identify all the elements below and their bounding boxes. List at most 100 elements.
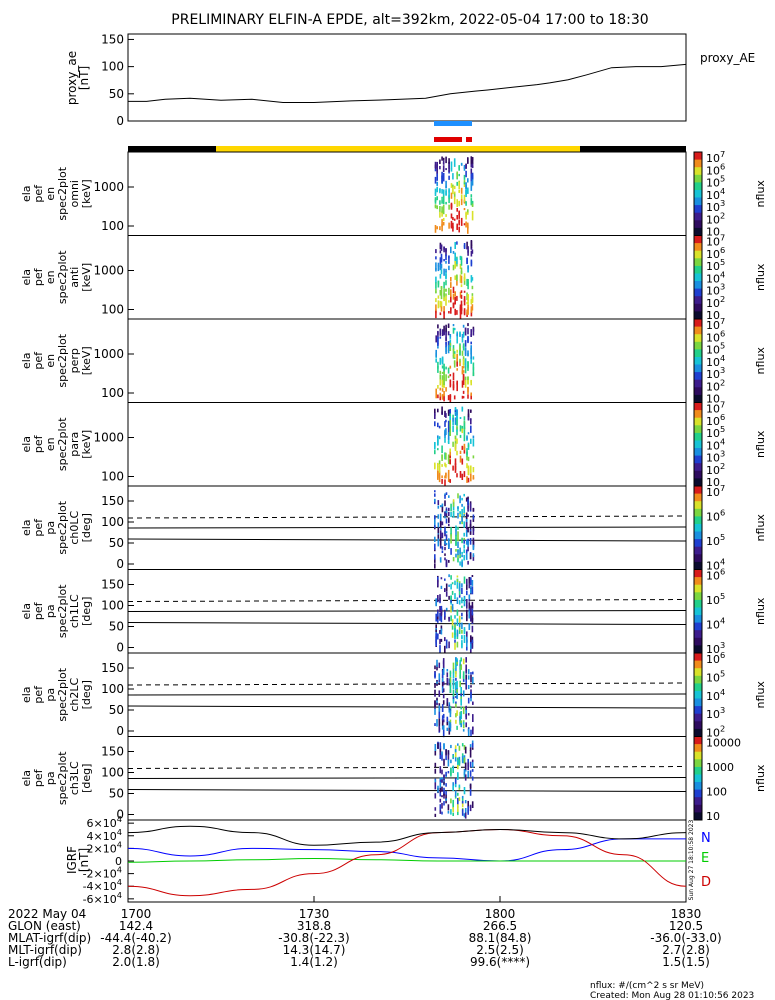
spectrogram-cell (467, 279, 469, 285)
spectrogram-cell (466, 247, 468, 250)
spectrogram-cell (459, 263, 462, 269)
colorbar-segment (694, 455, 702, 464)
panel-ytick-label: 150 (101, 578, 124, 592)
spectrogram-cell (470, 689, 472, 695)
spectrogram-cell (439, 266, 442, 270)
colorbar-tick-label: 106 (706, 328, 725, 344)
panel-ylabel: pef (32, 518, 45, 537)
spectrogram-cell (459, 345, 461, 351)
spectrogram-cell (460, 706, 462, 710)
spectrogram-cell (445, 189, 447, 196)
spectrogram-cell (442, 172, 445, 180)
spectrogram-cell (463, 243, 466, 249)
spectrogram-cell (471, 742, 474, 748)
spectrogram-cell (445, 254, 447, 261)
spectrogram-cell (457, 493, 459, 499)
colorbar-tick-label: 102 (706, 461, 725, 477)
spectrogram-cell (451, 632, 454, 638)
spectrogram-cell (462, 359, 465, 362)
spectrogram-cell (435, 633, 437, 639)
spectrogram-cell (461, 743, 464, 747)
spectrogram-cell (444, 452, 446, 460)
spectrogram-cell (452, 499, 455, 503)
spectrogram-cell (438, 678, 441, 682)
spectrogram-cell (436, 698, 438, 705)
spectrogram-cell (445, 342, 447, 348)
spectrogram-cell (459, 671, 461, 679)
spectrogram-cell (434, 408, 436, 413)
night-bar-left (128, 146, 216, 152)
spectrogram-cell (471, 293, 474, 296)
spectrogram-cell (469, 523, 472, 530)
spectrogram-cell (461, 617, 463, 620)
spectrogram-cell (456, 575, 459, 578)
spectrogram-cell (471, 575, 474, 577)
spectrogram-cell (438, 710, 441, 719)
colorbar-tick-label: 102 (706, 210, 725, 226)
spectrogram-cell (467, 361, 469, 369)
colorbar-segment (694, 349, 702, 358)
spectrogram-cell (462, 366, 465, 369)
red-bar-2 (466, 137, 472, 142)
spectrogram-cell (440, 253, 443, 261)
spectrogram-cell (460, 300, 463, 307)
spectrogram-cell (456, 199, 458, 207)
panel-ytick-label: 150 (101, 494, 124, 508)
spectrogram-cell (436, 167, 438, 174)
x-row-label: GLON (east) (8, 919, 81, 933)
spectrogram-cell (437, 534, 440, 542)
spectrogram-cell (470, 418, 472, 421)
spectrogram-cell (461, 612, 463, 617)
spectrogram-cell (440, 306, 443, 312)
spectrogram-cell (464, 774, 467, 781)
x-row-label: MLAT-igrf(dip) (8, 931, 91, 945)
spectrogram-cell (466, 451, 468, 455)
spectrogram-cell (457, 558, 459, 563)
spectrogram-cell (437, 448, 439, 451)
spectrogram-cell (470, 392, 472, 396)
spectrogram-cell (447, 459, 450, 464)
colorbar-frame (693, 736, 703, 821)
spectrogram-cell (463, 627, 466, 635)
spectrogram-cell (450, 744, 452, 749)
spectrogram-cell (463, 514, 465, 517)
spectrogram-cell (470, 635, 472, 642)
spectrogram-cell (452, 698, 455, 704)
spectrogram-cell (439, 530, 442, 536)
spectrogram-cell (445, 214, 447, 217)
spectrogram-cell (441, 670, 444, 678)
spectrogram-cell (441, 454, 443, 461)
loss-cone-line (127, 777, 687, 779)
spectrogram-cell (440, 638, 443, 642)
spectrogram-cell (454, 417, 457, 425)
colorbar-segment (694, 410, 702, 419)
x-row-value: 2.8(2.8) (112, 943, 160, 957)
spectrogram-cell (439, 798, 442, 803)
colorbar-label: nflux (754, 430, 767, 458)
spectrogram-cell (439, 257, 442, 261)
spectrogram-cell (470, 672, 472, 675)
blue-bar (434, 121, 472, 126)
spectrogram-cell (458, 166, 460, 171)
spectrogram-cell (467, 800, 469, 807)
spectrogram-cell (467, 307, 469, 315)
spectrogram-cell (471, 769, 474, 772)
colorbar: 10000 1000 100 10 nflux (693, 736, 767, 823)
spectrogram-cell (467, 299, 469, 306)
spectrogram-cell (461, 395, 464, 399)
spectrogram-cell (467, 514, 469, 517)
spectrogram-cell (451, 625, 454, 630)
spectrogram-cell (466, 605, 468, 609)
spectrogram-cell (463, 544, 465, 549)
spectrogram-cell (467, 496, 469, 501)
colorbar-segment (694, 812, 702, 821)
spectrogram-cell (462, 706, 465, 715)
panel-ylabel: ela (20, 269, 33, 286)
spectrogram-cell (454, 275, 456, 280)
spectrogram-cell (450, 220, 453, 228)
spectrogram-cell (470, 465, 472, 474)
spectrogram-cell (461, 406, 464, 410)
spectrogram-cell (467, 266, 469, 269)
spectrogram-cell (462, 729, 465, 732)
